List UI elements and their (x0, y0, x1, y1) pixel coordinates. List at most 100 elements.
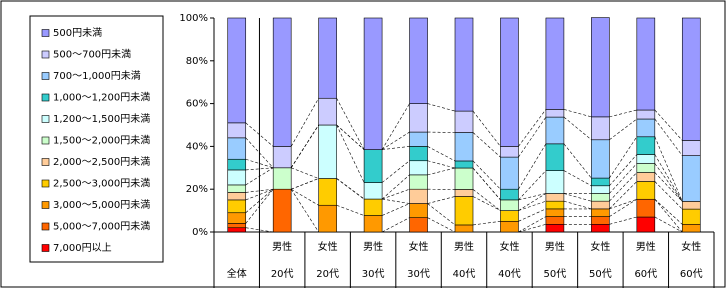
y-tick-label: 60% (186, 99, 208, 110)
y-tick-label: 20% (186, 184, 208, 195)
bar-segment (363, 149, 383, 183)
bar-segment (454, 224, 474, 233)
bar-segment (409, 203, 428, 218)
legend-swatch (41, 201, 50, 209)
x-tick-label: 30代 (362, 268, 385, 280)
bar-segment (636, 109, 656, 120)
bar-segment (318, 124, 337, 179)
connector (472, 189, 501, 211)
connector (381, 217, 410, 233)
x-tick-label: 50代 (589, 268, 612, 280)
x-tick-label: 男性 (545, 240, 565, 253)
connector (654, 136, 683, 202)
connector (290, 124, 319, 168)
x-tick-label: 男性 (363, 240, 383, 253)
bar-segment (363, 215, 383, 233)
bar-segment (591, 177, 610, 187)
bar-segment (591, 116, 610, 141)
bar-segment (272, 17, 292, 147)
bar-segment (636, 163, 656, 173)
connector (472, 167, 501, 201)
y-tick-label: 0% (192, 227, 208, 238)
bar-segment (591, 185, 610, 194)
bar-segment (500, 221, 519, 233)
connector (654, 109, 683, 141)
bar-segment (545, 193, 565, 202)
legend-swatch (41, 72, 50, 80)
x-tick-label: 男性 (454, 240, 474, 253)
bar-segment (591, 223, 610, 233)
bar-segment (227, 199, 247, 214)
y-tick-label: 40% (186, 141, 208, 152)
legend-swatch (41, 244, 50, 252)
bar-segment (409, 174, 428, 190)
y-tick-label: 100% (179, 13, 208, 24)
x-tick-label: 女性 (318, 240, 338, 253)
connector (609, 118, 637, 141)
x-tick-label: 女性 (409, 240, 429, 253)
y-tick-label: 80% (186, 56, 208, 67)
x-tick-label: 40代 (498, 268, 521, 280)
legend-label: 1,200～1,500円未満 (53, 113, 150, 125)
bar-segment (454, 167, 474, 190)
connector (518, 116, 547, 158)
connector (245, 122, 274, 147)
bar-segment (636, 181, 656, 200)
bar-segment (272, 146, 292, 169)
bar-segment (591, 216, 610, 225)
bar-segment (545, 116, 565, 145)
bar-segment (409, 146, 428, 162)
x-tick-label: 20代 (316, 268, 339, 280)
connector (245, 188, 274, 213)
connector (609, 172, 638, 202)
legend-label: 5,000～7,000円未満 (53, 221, 150, 233)
bar-segment (545, 170, 565, 194)
bar-segment (681, 201, 701, 210)
bar-segment (591, 193, 610, 202)
bar-segment (545, 17, 565, 110)
connector (381, 174, 410, 200)
bar-segment (545, 143, 565, 171)
x-tick-label: 50代 (544, 268, 567, 280)
bar-segment (454, 196, 474, 226)
connector (381, 160, 410, 183)
connector (245, 137, 274, 169)
connector (290, 98, 319, 147)
x-tick-label: 男性 (636, 240, 656, 253)
connector (518, 143, 547, 190)
bar-segment (363, 182, 383, 200)
legend-label: 1,500～2,000円未満 (53, 135, 150, 147)
connector (427, 203, 456, 226)
bar-segment (454, 189, 474, 197)
bar-segment (363, 17, 383, 150)
bar-segment (272, 188, 292, 233)
legend-swatch (41, 222, 50, 231)
x-tick-label: 女性 (681, 240, 701, 253)
connector (472, 110, 501, 147)
bar-segment (227, 17, 247, 124)
bar-segment (227, 184, 247, 193)
x-tick-label: 60代 (634, 268, 657, 280)
bar-segment (500, 188, 519, 201)
bar-segment (409, 188, 428, 204)
bar-segment (591, 200, 610, 210)
connector (381, 103, 410, 150)
bar-segment (591, 139, 610, 179)
bar-segment (318, 204, 337, 233)
connector (518, 216, 547, 233)
bar-segment (681, 223, 701, 233)
bar-segment (681, 208, 701, 225)
connector (336, 178, 365, 200)
bar-segment (409, 17, 428, 104)
connector (654, 163, 683, 202)
legend-swatch (41, 179, 50, 188)
bar-segment (545, 200, 565, 210)
bar-segment (409, 160, 428, 176)
bar-segment (500, 146, 519, 158)
bar-segment (227, 212, 247, 224)
legend-label: 500円未満 (53, 27, 102, 39)
connector (472, 160, 501, 190)
legend-swatch (41, 93, 50, 102)
bar-segment (454, 17, 474, 112)
